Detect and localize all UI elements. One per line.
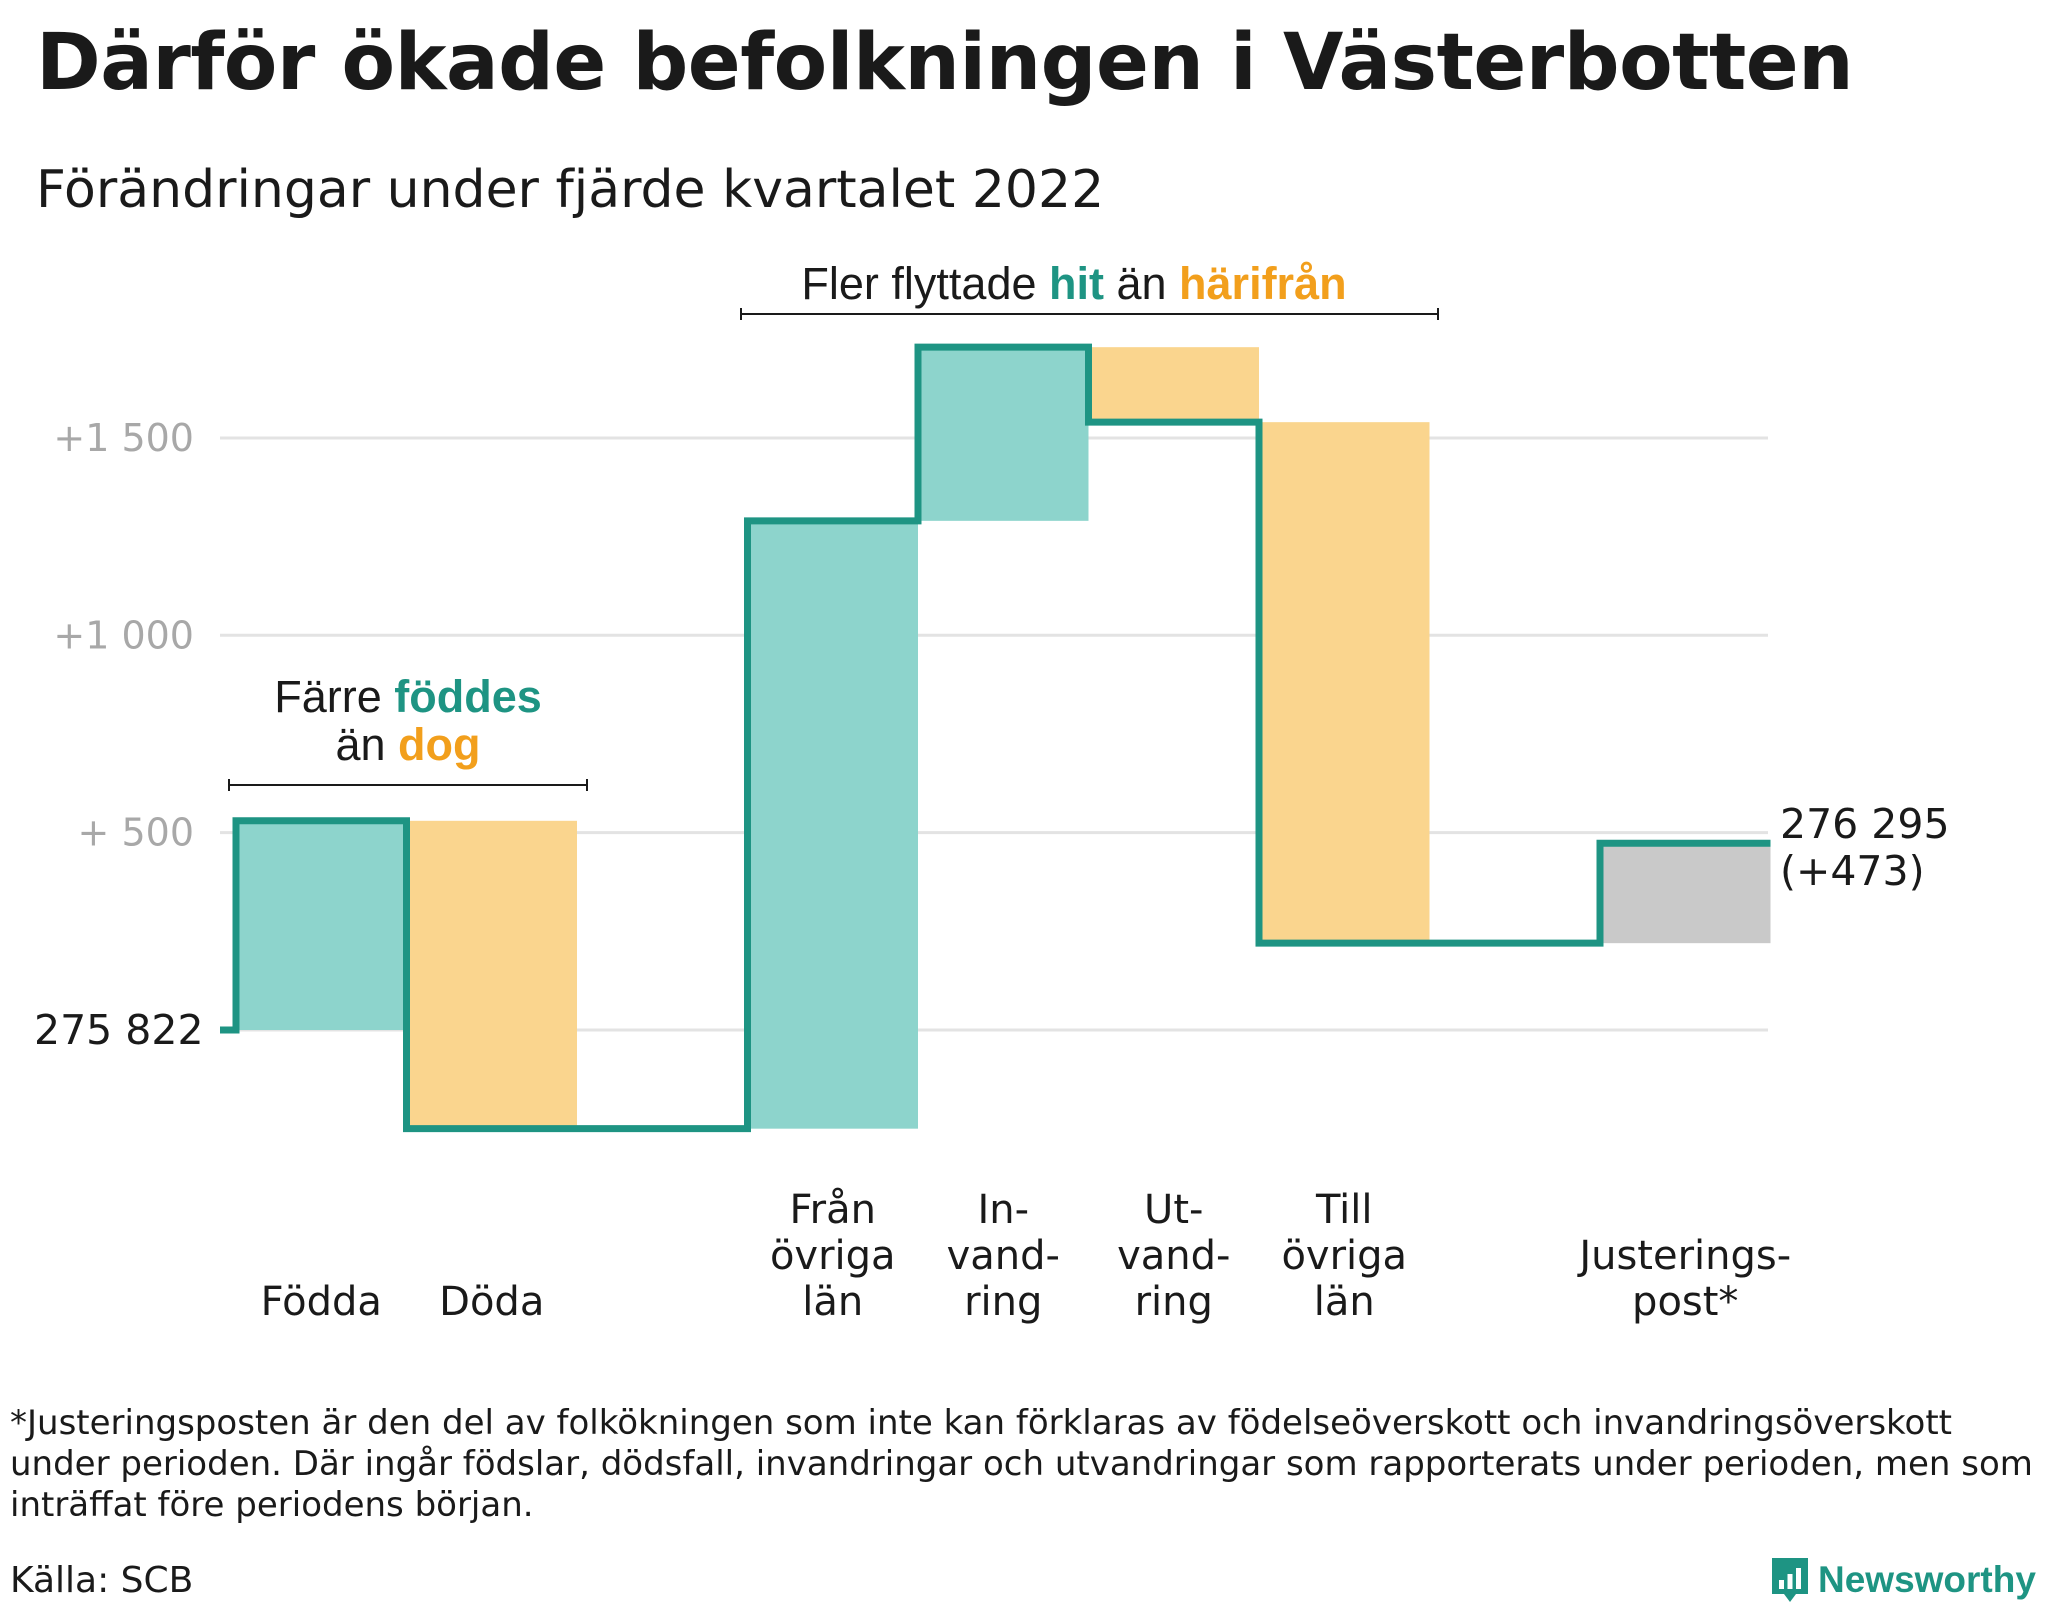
end-value-label: 276 295 bbox=[1780, 800, 1950, 848]
x-tick-label-line: Justerings- bbox=[1576, 1233, 1791, 1279]
annotation-migration-mid: än bbox=[1104, 258, 1179, 309]
bar-inflow bbox=[918, 347, 1089, 521]
x-tick-label-line: län bbox=[802, 1279, 863, 1325]
y-tick-label: +1 000 bbox=[53, 613, 194, 657]
annotation-births-line2-text: än bbox=[335, 719, 398, 770]
x-tick-label: Från övriga län bbox=[770, 1187, 896, 1325]
x-tick-label-line: post* bbox=[1632, 1279, 1738, 1325]
chart-title: Därför ökade befolkningen i Västerbotten bbox=[36, 18, 1854, 108]
x-tick-label: Födda bbox=[261, 1279, 382, 1325]
x-tick-label-line: Döda bbox=[439, 1279, 544, 1325]
cumulative-step-line bbox=[220, 343, 1771, 1133]
bar-inflow bbox=[747, 520, 918, 1129]
annotation-migration-text: Fler flyttade hit än härifrån bbox=[801, 258, 1346, 309]
newsworthy-logo-text: Newsworthy bbox=[1818, 1559, 2036, 1600]
x-tick-label: In-vand-ring bbox=[947, 1187, 1060, 1325]
x-tick-label-line: ring bbox=[964, 1279, 1042, 1325]
end-change-label: (+473) bbox=[1780, 847, 1925, 895]
y-tick-label: +1 500 bbox=[53, 416, 194, 460]
newsworthy-logo-icon bbox=[1772, 1558, 1808, 1602]
y-tick-label: + 500 bbox=[78, 811, 194, 855]
bar-inflow bbox=[236, 820, 407, 1030]
source-label: Källa: SCB bbox=[10, 1560, 194, 1601]
annotation-births-highlight-died: dog bbox=[398, 719, 480, 770]
annotation-migration-highlight-here: hit bbox=[1049, 258, 1104, 309]
start-value-label: 275 822 bbox=[34, 1006, 204, 1054]
x-tick-label-line: övriga bbox=[770, 1233, 896, 1279]
x-tick-label: Ut-vand-ring bbox=[1117, 1187, 1230, 1325]
x-tick-label: Döda bbox=[439, 1279, 544, 1325]
annotation-births-highlight-born: föddes bbox=[394, 671, 542, 722]
x-tick-label-line: Från bbox=[790, 1187, 876, 1233]
x-tick-label-line: Ut- bbox=[1144, 1187, 1203, 1233]
x-tick-label-line: Födda bbox=[261, 1279, 382, 1325]
x-tick-label: Till övriga län bbox=[1281, 1187, 1407, 1325]
annotation-births-line1-text: Färre bbox=[274, 671, 394, 722]
x-tick-label-line: Till bbox=[1315, 1187, 1373, 1233]
annotation-births: Färre föddes än dog bbox=[228, 671, 588, 791]
annotation-migration: Fler flyttade hit än härifrån bbox=[740, 258, 1439, 320]
bar-adjustment bbox=[1600, 843, 1771, 944]
footnote: *Justeringsposten är den del av folkökni… bbox=[10, 1403, 2033, 1525]
annotation-migration-highlight-away: härifrån bbox=[1179, 258, 1347, 309]
x-tick-label-line: vand- bbox=[947, 1233, 1060, 1279]
annotation-births-line2: än dog bbox=[335, 719, 480, 770]
x-tick-label-line: övriga bbox=[1281, 1233, 1407, 1279]
chart-subtitle: Förändringar under fjärde kvartalet 2022 bbox=[36, 160, 1105, 220]
x-tick-label-line: län bbox=[1314, 1279, 1375, 1325]
bar-outflow bbox=[406, 820, 577, 1129]
bar-outflow bbox=[1088, 347, 1259, 423]
x-tick-label-line: vand- bbox=[1117, 1233, 1230, 1279]
annotation-births-line1: Färre föddes bbox=[274, 671, 542, 722]
y-axis-ticks: + 500 +1 000 +1 500 bbox=[53, 416, 194, 855]
x-tick-label-line: ring bbox=[1135, 1279, 1213, 1325]
x-tick-label: Justerings-post* bbox=[1576, 1233, 1791, 1325]
annotation-migration-pre: Fler flyttade bbox=[801, 258, 1049, 309]
newsworthy-logo: Newsworthy bbox=[1770, 1552, 2036, 1608]
bar-outflow bbox=[1259, 422, 1430, 944]
bars bbox=[236, 347, 1771, 1129]
x-tick-label-line: In- bbox=[977, 1187, 1029, 1233]
